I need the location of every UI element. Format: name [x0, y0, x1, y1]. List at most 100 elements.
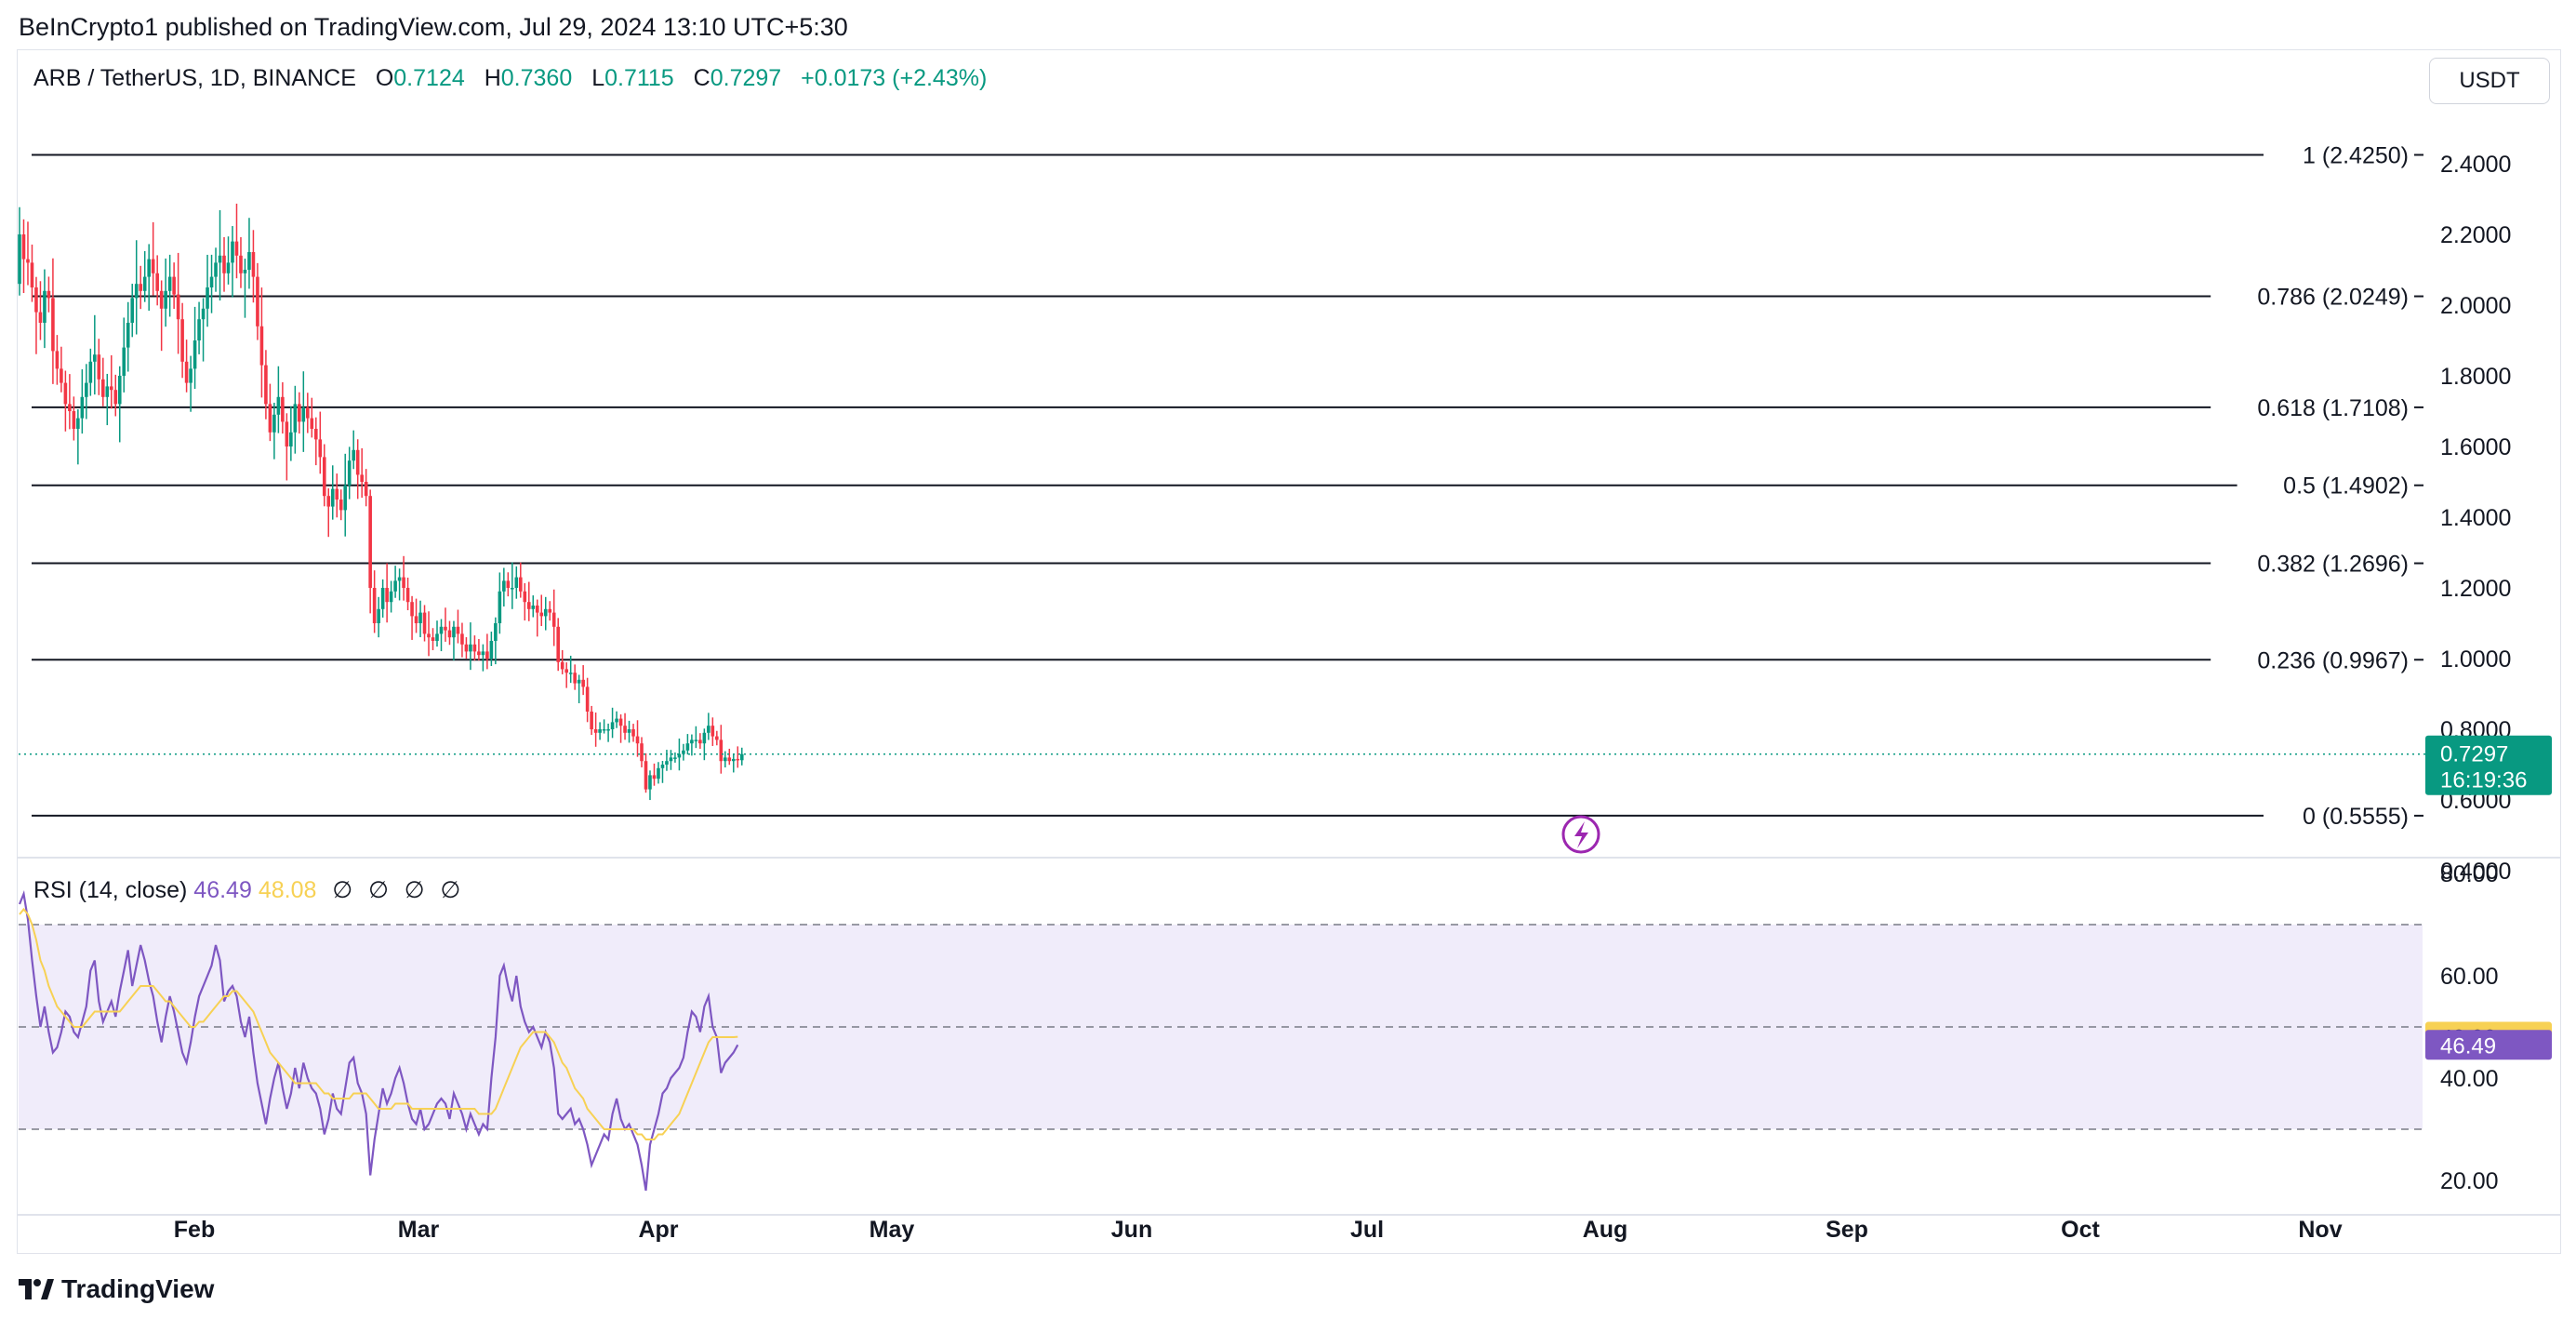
open-label: O — [375, 65, 394, 91]
candle-body — [472, 644, 477, 652]
candle-body — [585, 686, 590, 712]
candle-body — [256, 276, 259, 326]
last-price-tag — [2425, 735, 2552, 795]
rsi-series — [18, 889, 739, 1192]
fibonacci-retracement[interactable]: 1 (2.4250) 0.786 (2.0249) 0.618 (1.7108) 0.… — [32, 143, 2423, 830]
candle-body — [88, 361, 93, 383]
time-axis-tick: Nov — [2298, 1217, 2342, 1243]
candle-body — [176, 294, 180, 320]
candle-body — [326, 496, 331, 507]
candle-body — [155, 273, 159, 291]
candle-body — [690, 739, 694, 744]
candle-body — [640, 743, 644, 762]
candle-body — [43, 290, 46, 323]
low-value: 0.7115 — [604, 65, 674, 91]
time-axis-tick: Jun — [1111, 1217, 1152, 1243]
candle-body — [694, 739, 698, 741]
candle-body — [422, 612, 427, 634]
candle-body — [627, 729, 631, 733]
candle-body — [306, 407, 310, 419]
currency-unit-button[interactable]: USDT — [2429, 58, 2550, 104]
candle-body — [631, 729, 635, 737]
candle-body — [68, 404, 72, 411]
candle-body — [460, 633, 464, 645]
candle-body — [355, 449, 360, 475]
rsi-title[interactable]: RSI (14, close) — [33, 877, 188, 903]
price-axis-tick: 1.4000 — [2440, 505, 2511, 531]
candle-body — [85, 382, 88, 397]
price-axis-tick: 1.0000 — [2440, 646, 2511, 673]
candle-body — [444, 626, 447, 631]
candle-body — [598, 729, 602, 733]
candle-body — [385, 588, 389, 603]
candle-body — [393, 580, 397, 592]
candle-body — [134, 284, 139, 299]
candle-body — [55, 351, 60, 369]
candle-body — [159, 290, 164, 309]
candle-body — [535, 606, 539, 613]
candle-body — [21, 234, 26, 260]
candle-body — [602, 729, 606, 731]
candle-body — [259, 326, 264, 366]
candle-body — [669, 757, 673, 762]
fib-level-label: 0.618 (1.7108) — [2257, 395, 2409, 421]
rsi-param-2: ∅ — [404, 877, 425, 903]
candle-body — [251, 252, 256, 277]
candle-body — [247, 252, 251, 270]
time-axis-tick: Apr — [638, 1217, 678, 1243]
lightning-icon[interactable] — [1561, 815, 1600, 854]
candle-body — [581, 679, 585, 687]
candle-body — [560, 661, 564, 670]
candle-body — [418, 612, 422, 623]
candle-body — [702, 732, 707, 744]
symbol-name[interactable]: ARB / TetherUS, 1D, BINANCE — [33, 65, 356, 91]
price-axis-tick: 0.4000 — [2440, 859, 2511, 885]
time-axis-tick: Jul — [1350, 1217, 1384, 1243]
candle-body — [313, 429, 318, 440]
high-label: H — [484, 65, 501, 91]
candle-body — [435, 633, 439, 641]
candle-body — [724, 757, 727, 762]
candle-body — [206, 287, 209, 309]
candle-body — [122, 347, 126, 376]
candle-body — [494, 623, 498, 641]
candle-body — [715, 736, 719, 740]
candle-body — [101, 379, 105, 397]
candle-body — [172, 276, 176, 295]
candle-body — [38, 312, 43, 323]
candle-body — [736, 758, 740, 761]
candle-body — [452, 626, 456, 638]
candle-body — [51, 298, 55, 352]
rsi-line — [18, 889, 739, 1192]
candle-body — [397, 577, 402, 581]
candle-body — [310, 418, 314, 429]
rsi-param-0: ∅ — [332, 877, 353, 903]
tradingview-logo[interactable]: TradingView — [19, 1274, 214, 1304]
axes: 2.4000 2.2000 2.0000 1.8000 1.6000 1.4000 1.20… — [17, 152, 2561, 1243]
candle-body — [498, 591, 502, 623]
candle-body — [698, 739, 702, 744]
price-axis-tick: 1.8000 — [2440, 364, 2511, 390]
candle-body — [427, 633, 431, 638]
rsi-ma-legend-value: 48.08 — [258, 877, 317, 903]
candle-body — [335, 488, 339, 500]
candle-body — [531, 606, 536, 609]
chart-canvas[interactable]: 1 (2.4250) 0.786 (2.0249) 0.618 (1.7108) 0.… — [0, 0, 2576, 1265]
candle-body — [218, 255, 222, 263]
price-axis-tick: 1.6000 — [2440, 434, 2511, 460]
open-value: 0.7124 — [393, 65, 465, 91]
price-axis-tick: 2.0000 — [2440, 293, 2511, 319]
price-axis-tick: 2.4000 — [2440, 152, 2511, 178]
candle-body — [243, 270, 247, 273]
high-value: 0.7360 — [500, 65, 573, 91]
candle-body — [685, 743, 690, 751]
candle-body — [222, 255, 226, 273]
candle-body — [293, 404, 298, 433]
rsi-axis-tick: 60.00 — [2440, 964, 2499, 990]
candle-body — [635, 736, 640, 744]
candle-body — [60, 368, 63, 383]
candle-body — [289, 432, 293, 446]
candle-body — [682, 750, 685, 754]
rsi-param-1: ∅ — [368, 877, 389, 903]
